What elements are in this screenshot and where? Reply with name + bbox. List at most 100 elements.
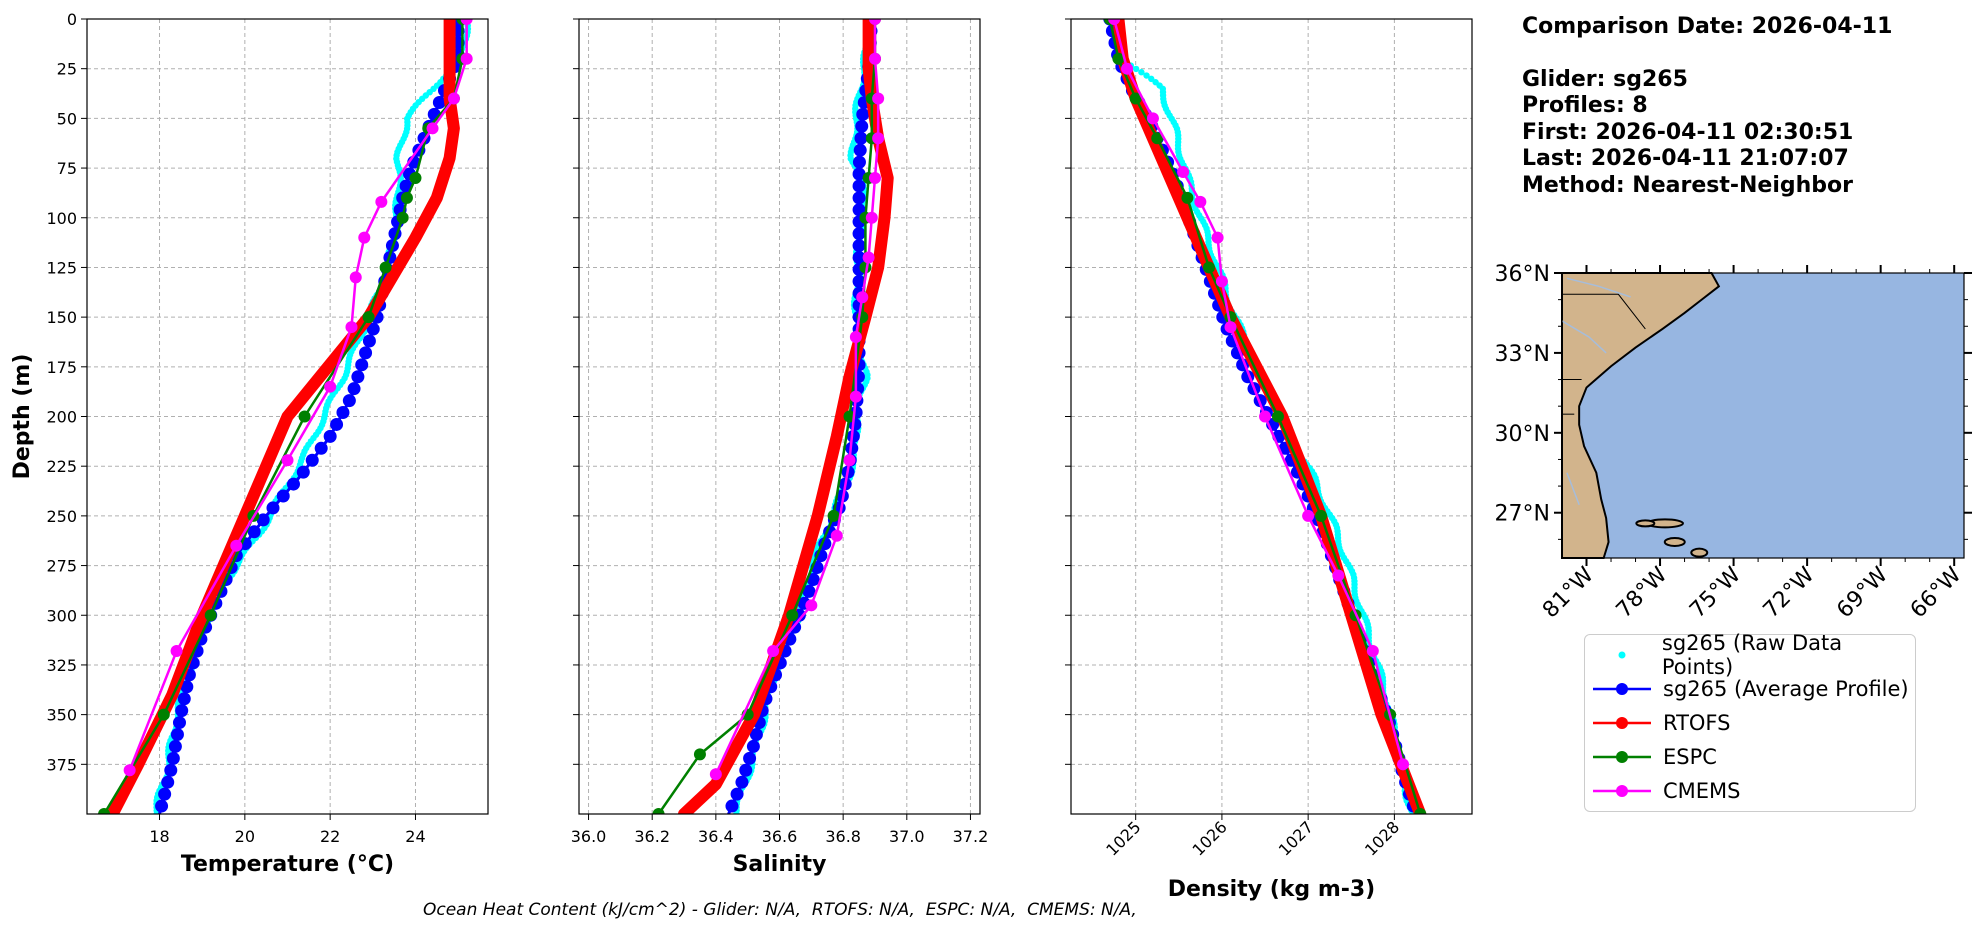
glider-point <box>852 167 866 181</box>
legend-label-raw: sg265 (Raw Data Points) <box>1661 631 1843 679</box>
x-tick-label: 22 <box>320 827 340 846</box>
glider-point <box>739 763 753 777</box>
cmems-point <box>123 764 136 777</box>
legend: sg265 (Raw Data Points) sg265 (Average P… <box>1584 631 1916 812</box>
y-tick-label: 225 <box>46 457 77 476</box>
y-tick-label: 75 <box>57 159 77 178</box>
cmems-point <box>460 52 473 65</box>
y-tick-label: 50 <box>57 109 77 128</box>
raw-point <box>1138 69 1145 76</box>
x-tick-label: 36.6 <box>762 827 798 846</box>
cmems-point <box>358 231 371 244</box>
y-tick-label: 275 <box>46 557 77 576</box>
espc-point <box>400 191 413 204</box>
first-profile-time: First: 2026-04-11 02:30:51 <box>1522 119 1854 145</box>
y-tick-label: 300 <box>46 606 77 625</box>
glider-point <box>743 751 757 765</box>
cmems-point <box>872 92 885 105</box>
cmems-point <box>843 454 856 467</box>
glider-point <box>342 394 356 408</box>
y-tick-label: 175 <box>46 358 77 377</box>
x-tick-label: 36.8 <box>825 827 861 846</box>
glider-point <box>276 489 290 503</box>
cmems-point <box>170 645 183 658</box>
cmems-point <box>1332 569 1345 582</box>
interpolation-method: Method: Nearest-Neighbor <box>1522 172 1853 198</box>
cmems-point <box>856 291 869 304</box>
espc-point <box>652 808 665 814</box>
cmems-point <box>767 645 780 658</box>
y-tick-label: 150 <box>46 308 77 327</box>
espc-point <box>1315 509 1328 522</box>
cmems-point <box>1211 231 1224 244</box>
glider-point <box>852 251 866 264</box>
glider-point <box>247 525 261 539</box>
chart-temperature: 0 25 50 75 100 125 150 175 200 225 250 275 300 325 350… <box>10 10 489 877</box>
glider-point <box>330 417 344 431</box>
espc-point <box>362 311 375 324</box>
y-tick-label: 100 <box>46 209 77 228</box>
glider-point <box>336 406 350 420</box>
glider-point <box>314 441 328 455</box>
x-tick-label: 1027 <box>1275 817 1317 859</box>
espc-point <box>98 808 111 814</box>
glider-point <box>359 346 373 360</box>
x-axis-label: Temperature (°C) <box>181 852 394 877</box>
espc-point <box>827 509 840 522</box>
ocean-heat-content-note: Ocean Heat Content (kJ/cm^2) - Glider: N… <box>423 900 1137 920</box>
cmems-point <box>805 599 818 612</box>
last-profile-time: Last: 2026-04-11 21:07:07 <box>1522 146 1849 171</box>
cmems-point <box>1215 275 1228 288</box>
cmems-point <box>1108 19 1121 25</box>
y-tick-label: 325 <box>46 656 77 675</box>
glider-point <box>725 799 739 813</box>
y-tick-label: 250 <box>46 507 77 526</box>
glider-point <box>180 680 194 694</box>
glider-point <box>852 179 866 193</box>
glider-point <box>355 358 369 372</box>
map-river <box>1566 472 1580 505</box>
cmems-point <box>868 172 881 184</box>
glider-point <box>854 131 868 145</box>
glider-point <box>366 322 380 336</box>
cmems-point <box>865 211 878 224</box>
glider-point <box>853 143 867 157</box>
cmems-point <box>1194 195 1207 208</box>
glider-point <box>286 477 300 491</box>
glider-point <box>852 227 866 241</box>
cmems-point <box>375 195 388 208</box>
x-tick-label: 20 <box>235 827 255 846</box>
glider-point <box>362 334 376 348</box>
series-group <box>652 19 894 814</box>
glider-point <box>170 728 184 741</box>
legend-item-espc: ESPC <box>1593 742 1717 772</box>
glider-point <box>166 751 180 765</box>
espc-point <box>157 708 170 721</box>
espc-point <box>379 261 392 274</box>
glider-point <box>164 763 178 777</box>
glider-id: Glider: sg265 <box>1522 66 1688 92</box>
glider-point <box>296 465 310 479</box>
raw-point <box>1132 65 1140 73</box>
glider-point <box>855 119 869 133</box>
y-tick-label: 25 <box>57 60 77 79</box>
espc-point <box>1414 808 1427 814</box>
espc-point <box>396 211 409 224</box>
espc-point <box>1112 52 1125 65</box>
cmems-point <box>324 380 337 393</box>
map-island <box>1635 519 1656 528</box>
x-tick-label: 36.0 <box>571 827 607 846</box>
glider-point <box>802 584 816 598</box>
glider-location-map: 36°N 33°N 30°N 27°N 81°W 78°W 75°W 72°W 69°W 66°W <box>1495 262 1972 623</box>
map-lon-label: 72°W <box>1759 562 1820 623</box>
legend-marker-cmems <box>1593 785 1651 797</box>
glider-point <box>852 274 866 288</box>
x-tick-label: 1028 <box>1361 817 1403 859</box>
cmems-point <box>1259 410 1272 423</box>
legend-label-espc: ESPC <box>1663 745 1717 769</box>
x-tick-label: 36.2 <box>634 827 670 846</box>
cmems-point <box>872 132 885 145</box>
glider-point <box>347 382 361 396</box>
cmems-point <box>426 122 439 135</box>
glider-point <box>806 572 820 586</box>
